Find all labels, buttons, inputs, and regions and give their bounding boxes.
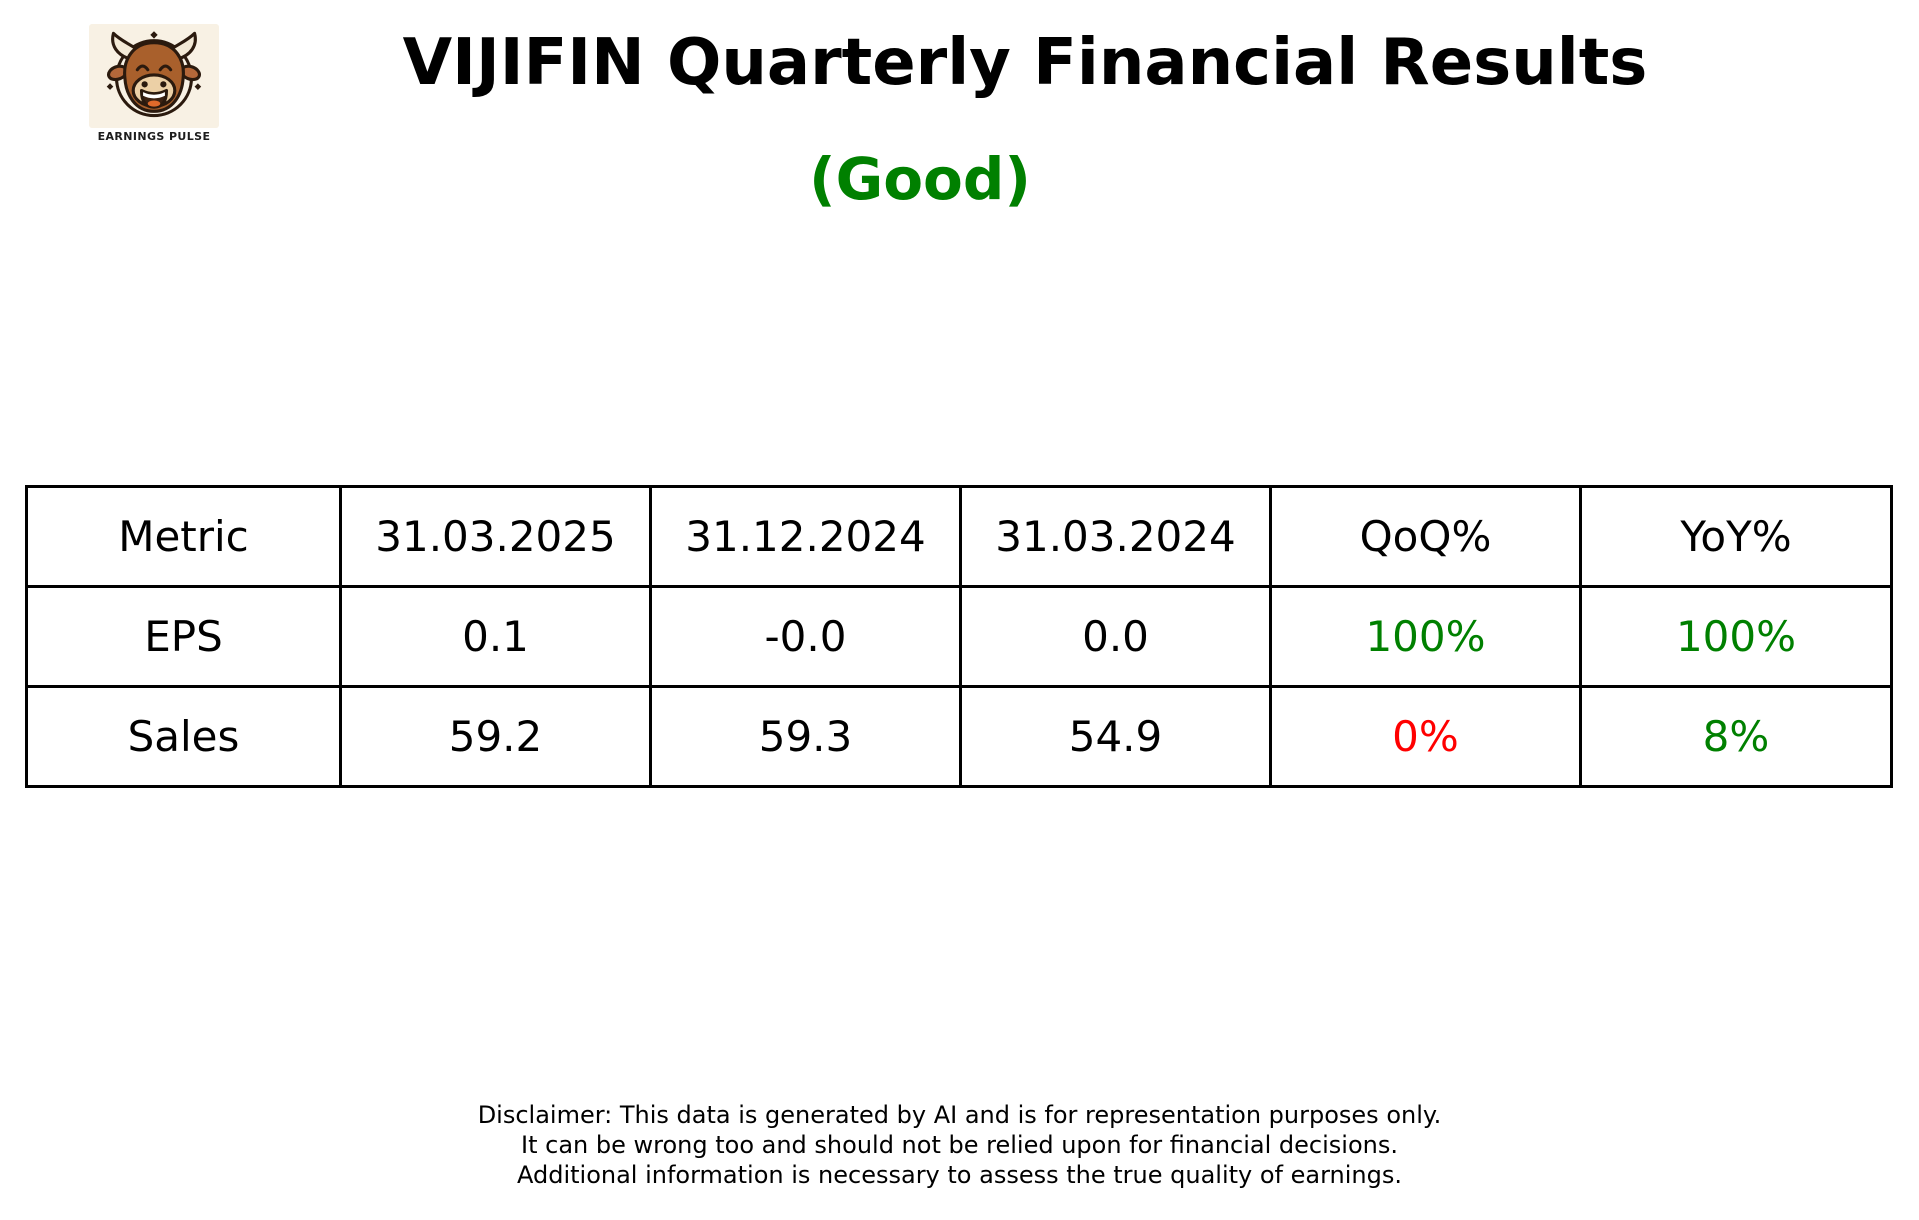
table-row-eps: EPS 0.1 -0.0 0.0 100% 100% bbox=[25, 585, 1893, 688]
col-header-qoq: QoQ% bbox=[1269, 485, 1582, 588]
disclaimer-line: Additional information is necessary to a… bbox=[516, 1161, 1402, 1189]
sales-value-prev-year: 54.9 bbox=[959, 685, 1272, 788]
col-header-metric: Metric bbox=[25, 485, 342, 588]
eps-value-prev-year: 0.0 bbox=[959, 585, 1272, 688]
metric-label: Sales bbox=[25, 685, 342, 788]
col-header-period-2: 31.12.2024 bbox=[649, 485, 962, 588]
eps-value-current: 0.1 bbox=[339, 585, 652, 688]
page-title: VIJIFIN Quarterly Financial Results bbox=[402, 26, 1648, 100]
disclaimer-line: It can be wrong too and should not be re… bbox=[521, 1131, 1398, 1159]
disclaimer-line: Disclaimer: This data is generated by AI… bbox=[477, 1101, 1442, 1129]
eps-value-prev-quarter: -0.0 bbox=[649, 585, 962, 688]
results-table: Metric 31.03.2025 31.12.2024 31.03.2024 … bbox=[25, 485, 1893, 788]
verdict-label: (Good) bbox=[809, 145, 1031, 213]
bull-mascot-icon bbox=[89, 24, 219, 128]
metric-label: EPS bbox=[25, 585, 342, 688]
table-header-row: Metric 31.03.2025 31.12.2024 31.03.2024 … bbox=[25, 485, 1893, 588]
eps-qoq-change: 100% bbox=[1269, 585, 1582, 688]
col-header-yoy: YoY% bbox=[1579, 485, 1893, 588]
sales-value-prev-quarter: 59.3 bbox=[649, 685, 962, 788]
sales-qoq-change: 0% bbox=[1269, 685, 1582, 788]
disclaimer: Disclaimer: This data is generated by AI… bbox=[0, 1100, 1919, 1190]
brand-logo: EARNINGS PULSE bbox=[88, 24, 220, 143]
table-row-sales: Sales 59.2 59.3 54.9 0% 8% bbox=[25, 685, 1893, 788]
col-header-period-1: 31.03.2025 bbox=[339, 485, 652, 588]
sales-value-current: 59.2 bbox=[339, 685, 652, 788]
col-header-period-3: 31.03.2024 bbox=[959, 485, 1272, 588]
sales-yoy-change: 8% bbox=[1579, 685, 1893, 788]
eps-yoy-change: 100% bbox=[1579, 585, 1893, 688]
brand-name: EARNINGS PULSE bbox=[97, 130, 211, 143]
